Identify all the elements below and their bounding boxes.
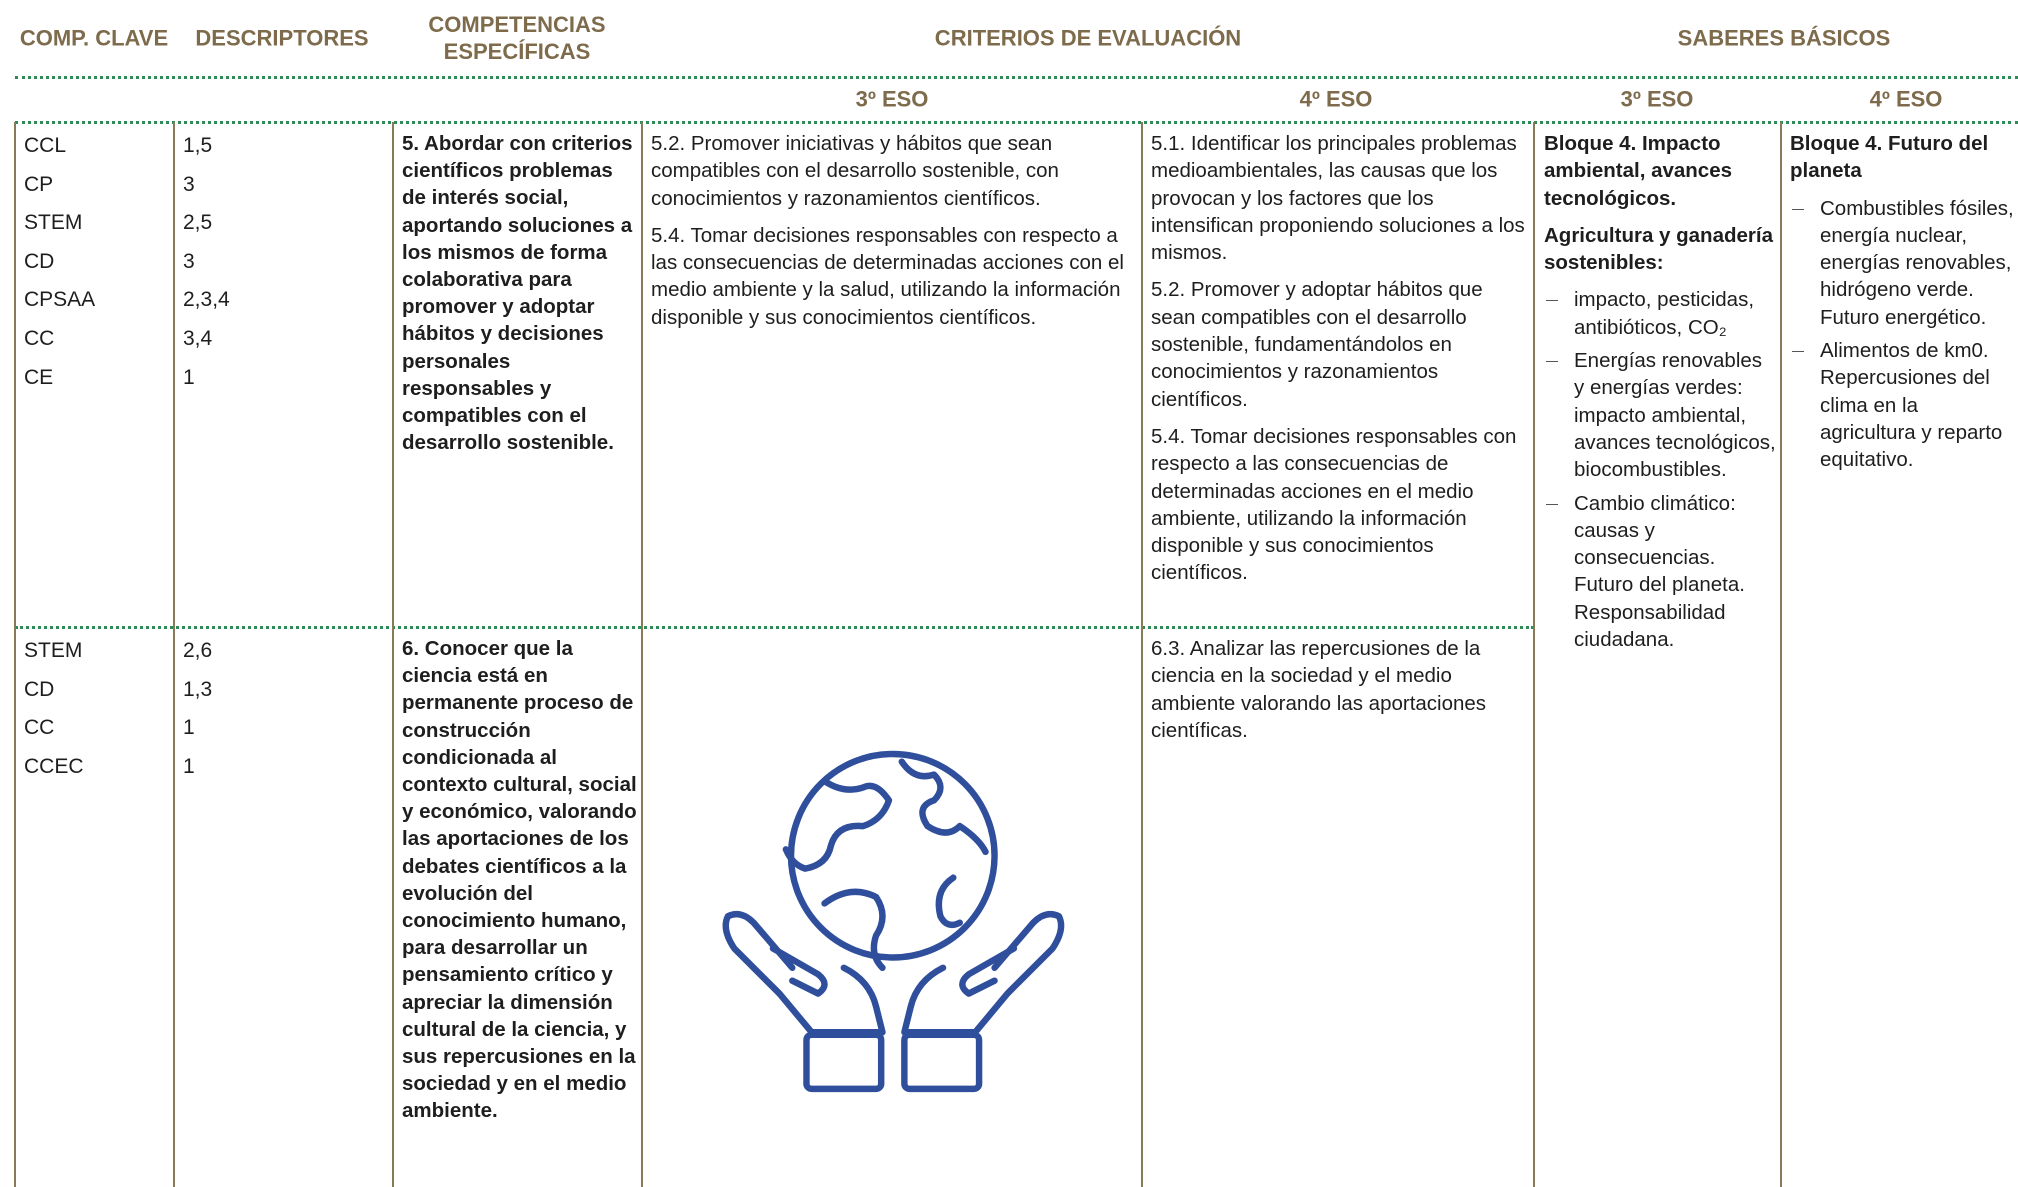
criterios_3: 5.2. Promover iniciativas y hábitos que … <box>651 130 1135 341</box>
criterios_4: 6.3. Analizar las repercusiones de la ci… <box>1151 635 1531 754</box>
clave: CC <box>24 327 55 350</box>
list: Combustibles fósiles, energía nuclear, e… <box>1790 195 2016 474</box>
clave: CD <box>24 677 55 701</box>
subtitle: Agricultura y ganadería sostenibles: <box>1544 223 1773 275</box>
saberes-4: Bloque 4. Futuro del planeta Combustibles… <box>1790 130 2016 480</box>
clave: CPSAA <box>24 288 96 312</box>
list-item: Combustibles fósiles, energía nuclear, e… <box>1790 195 2016 331</box>
header: SABERES BÁSICOS <box>1677 25 1891 51</box>
descriptores: 2,6 <box>183 639 213 662</box>
clave: CP <box>24 172 54 196</box>
criterio: 5.1. Identificar los principales problem… <box>1151 132 1525 265</box>
block-title: Bloque 4. Impacto ambiental, avances tec… <box>1544 132 1733 210</box>
column-line <box>173 122 175 1187</box>
descriptores: 1,3 <box>183 677 213 701</box>
column-line <box>1780 122 1782 1187</box>
block-title: Bloque 4. Futuro del planeta <box>1790 132 1989 183</box>
descriptores: 1 <box>183 365 195 389</box>
descriptores: 1 <box>183 716 195 740</box>
saberes-3: Bloque 4. Impacto ambiental, avances tec… <box>1544 130 1776 659</box>
column-line <box>14 122 16 1187</box>
competencia: 5. Abordar con criterios científicos pro… <box>402 132 633 455</box>
clave: CD <box>24 249 55 273</box>
clave: CC <box>24 716 55 740</box>
descriptores: 1,5 <box>183 134 213 157</box>
globe-hands-icon <box>722 750 1065 1093</box>
subheader: 3º ESO <box>855 86 929 112</box>
descriptores: 3,4 <box>183 327 213 350</box>
criterio: 5.4. Tomar decisiones responsables con r… <box>1151 424 1517 585</box>
column-line <box>1141 122 1143 1187</box>
list-item: Alimentos de km0. Repercusiones del clim… <box>1790 337 2016 473</box>
header: COMPETENCIAS ESPECÍFICAS <box>428 12 606 64</box>
list: impacto, pesticidas, antibióticos, CO₂ En… <box>1544 286 1776 653</box>
list-item: impacto, pesticidas, antibióticos, CO₂ <box>1544 286 1776 341</box>
column-line <box>392 122 394 1187</box>
clave: CCEC <box>24 754 84 778</box>
descriptores: 2,5 <box>183 211 213 235</box>
criterio: 6.3. Analizar las repercusiones de la ci… <box>1151 637 1487 742</box>
divider <box>15 121 2018 124</box>
criterios_4: 5.1. Identificar los principales problem… <box>1151 130 1531 597</box>
divider <box>15 626 1534 629</box>
descriptores: 3 <box>183 249 195 273</box>
clave: CE <box>24 365 54 389</box>
column-line <box>641 122 643 1187</box>
clave: CCL <box>24 134 67 157</box>
descriptores: 3 <box>183 172 195 196</box>
criterio: 5.2. Promover y adoptar hábitos que sean… <box>1151 278 1483 411</box>
descriptores: 2,3,4 <box>183 288 230 312</box>
subheader: 4º ESO <box>1299 86 1373 112</box>
subheader: 3º ESO <box>1620 86 1694 112</box>
clave: STEM <box>24 639 83 662</box>
column-line <box>1533 122 1535 1187</box>
header: COMP. CLAVE <box>19 25 169 51</box>
descriptores: 1 <box>183 754 195 778</box>
criterio: 5.2. Promover iniciativas y hábitos que … <box>651 132 1059 210</box>
competencia: 6. Conocer que la ciencia está en perman… <box>402 637 637 1123</box>
list-item: Cambio climático: causas y consecuencias… <box>1544 490 1776 654</box>
header: DESCRIPTORES <box>195 25 369 51</box>
list-item: Energías renovables y energías verdes: i… <box>1544 347 1776 483</box>
criterio: 5.4. Tomar decisiones responsables con r… <box>651 223 1124 329</box>
clave: STEM <box>24 211 83 235</box>
subheader: 4º ESO <box>1869 86 1943 112</box>
header: CRITERIOS DE EVALUACIÓN <box>934 25 1242 51</box>
divider <box>15 76 2018 79</box>
